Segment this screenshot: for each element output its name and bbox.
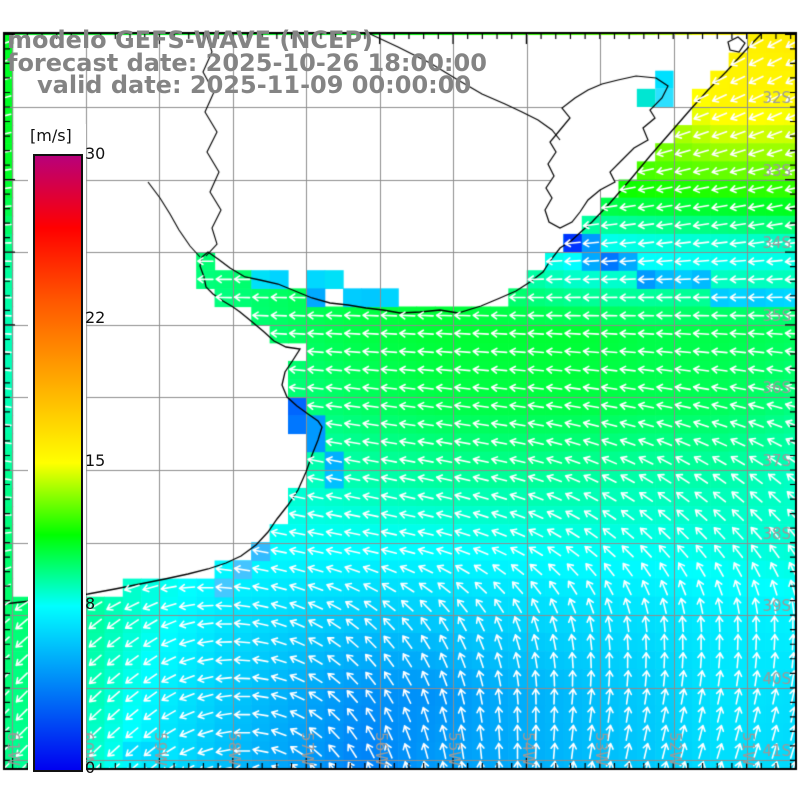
forecast-date-label: forecast date: 2025-10-26 18:00:00 (7, 48, 487, 77)
colorbar-tick-8: 8 (85, 594, 96, 614)
model-title: modelo GEFS-WAVE (NCEP) (7, 26, 373, 54)
colorbar-gradient (33, 154, 83, 772)
colorbar-tick-22: 22 (85, 307, 106, 327)
colorbar-unit-label: [m/s] (30, 126, 72, 145)
colorbar: [m/s] 30 22 15 8 0 (28, 124, 105, 777)
valid-date-label: valid date: 2025-11-09 00:00:00 (37, 71, 472, 99)
colorbar-tick-0: 0 (85, 758, 96, 777)
colorbar-tick-30: 30 (85, 144, 106, 163)
colorbar-tick-15: 15 (85, 451, 106, 470)
title-block: modelo GEFS-WAVE (NCEP) forecast date: 2… (7, 26, 487, 99)
